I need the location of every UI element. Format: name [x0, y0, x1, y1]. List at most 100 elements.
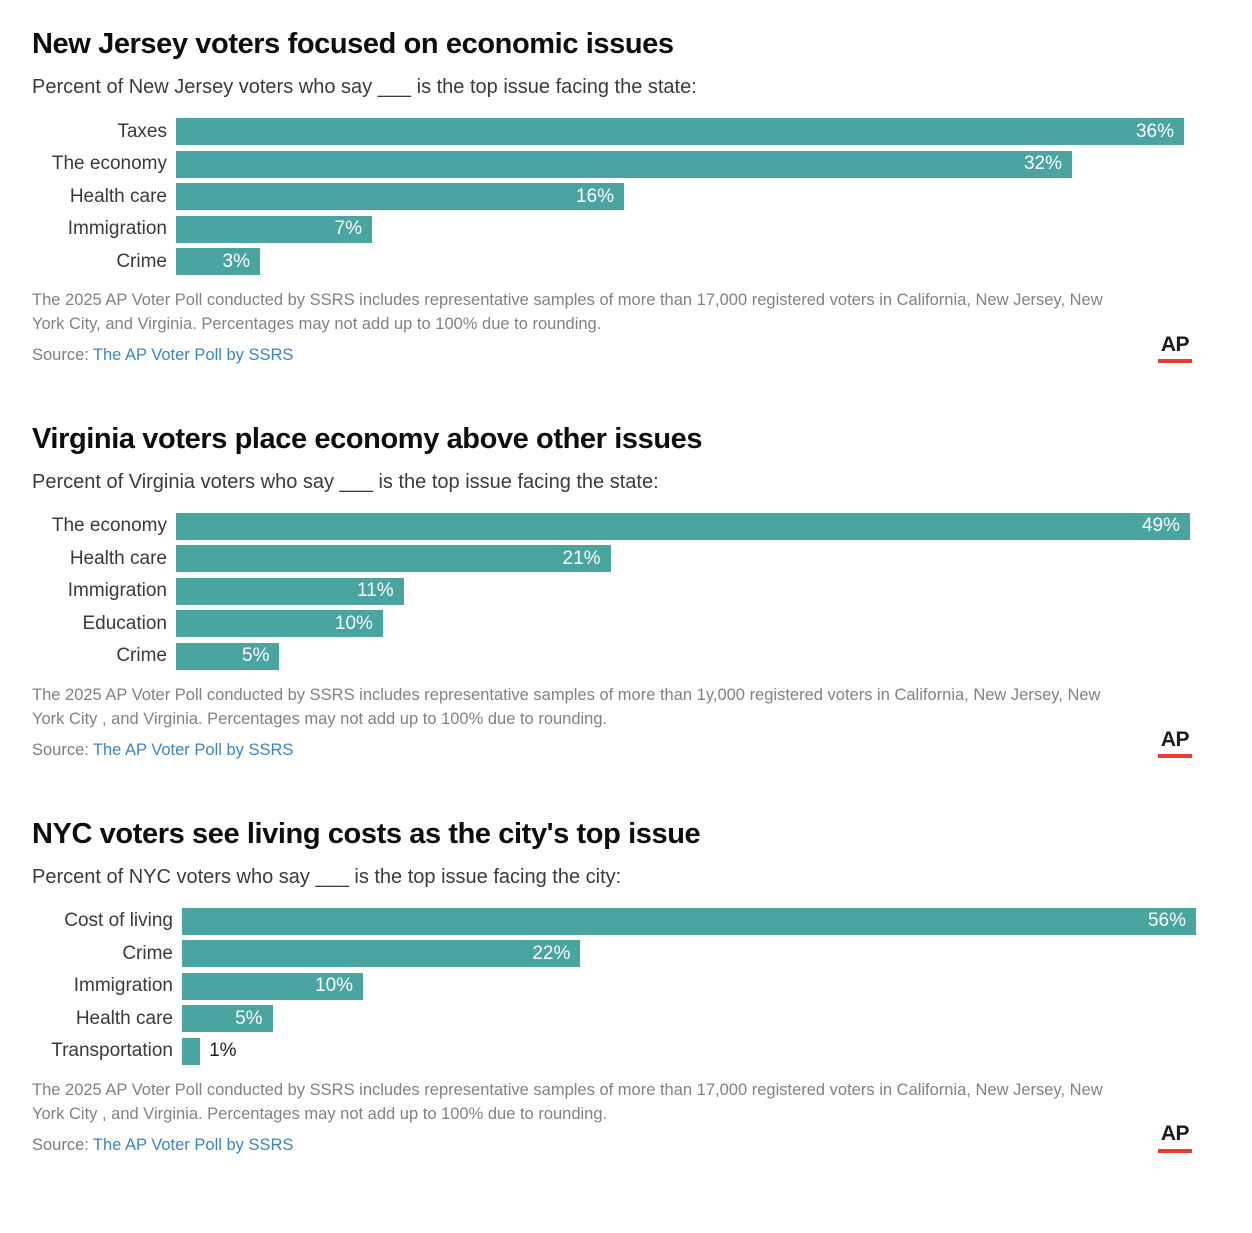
bar-value-label: 5%	[242, 645, 270, 667]
source-prefix: Source:	[32, 345, 89, 364]
bar-value-label: 5%	[235, 1007, 263, 1029]
bar-track: 10%	[182, 972, 1196, 1000]
bar-track: 36%	[176, 118, 1184, 145]
bar-track: 16%	[176, 183, 1184, 210]
bar-category-label: Immigration	[67, 580, 167, 602]
chart-title: NYC voters see living costs as the city'…	[32, 817, 701, 850]
bar-track: 11%	[176, 577, 1190, 605]
bar-value-label: 16%	[575, 185, 614, 207]
chart-subtitle: Percent of NYC voters who say ___ is the…	[32, 865, 622, 888]
bars: The economy 49% Health care 21% Immigration 1…	[32, 512, 1252, 670]
chart-title: New Jersey voters focused on economic is…	[32, 28, 674, 60]
bar-value-label: 1%	[209, 1040, 237, 1062]
bar-row: Health care 16%	[32, 183, 1252, 210]
bar-track: 5%	[176, 642, 1190, 670]
chart-subtitle: Percent of New Jersey voters who say ___…	[32, 76, 697, 98]
bar-category-label: Immigration	[67, 218, 167, 239]
bar-category-label: Crime	[122, 942, 173, 964]
bar-value-label: 10%	[334, 612, 373, 634]
bar-row: Health care 5%	[32, 1005, 1252, 1033]
bar-category-label: Health care	[69, 185, 167, 207]
bar: 10%	[182, 972, 364, 1000]
ap-logo: AP	[1157, 1123, 1192, 1153]
bar: 16%	[176, 183, 624, 210]
bar-category-label: The economy	[51, 515, 167, 537]
bar: 22%	[182, 940, 581, 968]
chart-new-jersey: New Jersey voters focused on economic is…	[0, 28, 1252, 365]
bar: 21%	[176, 545, 611, 573]
source-link[interactable]: The AP Voter Poll by SSRS	[92, 740, 294, 759]
bar-category-label: Transportation	[51, 1040, 173, 1062]
source-link[interactable]: The AP Voter Poll by SSRS	[92, 345, 294, 364]
bar-track: 7%	[176, 215, 1184, 243]
bars: Taxes 36% The economy 32% Health care 16% Immi…	[32, 118, 1252, 275]
chart-title: Virginia voters place economy above othe…	[32, 422, 703, 455]
bar-track: 22%	[182, 940, 1196, 968]
bar: 49%	[176, 512, 1190, 540]
source-row: Source: The AP Voter Poll by SSRS	[32, 1136, 1252, 1155]
bar-row: Immigration 7%	[32, 215, 1252, 243]
bar-category-label: Taxes	[117, 120, 167, 142]
bar-row: The economy 49%	[32, 512, 1252, 540]
source-link[interactable]: The AP Voter Poll by SSRS	[92, 1135, 294, 1154]
chart-nyc: NYC voters see living costs as the city'…	[0, 818, 1252, 1155]
bar-track: 49%	[176, 512, 1190, 540]
bar-track: 56%	[182, 907, 1196, 935]
bar-row: Transportation 1%	[32, 1037, 1252, 1065]
bar-category-label: Immigration	[73, 975, 173, 997]
bar-value-label: 32%	[1023, 153, 1062, 174]
bar-category-label: Health care	[69, 547, 167, 569]
bar-row: Crime 22%	[32, 940, 1252, 968]
bar-value-label: 56%	[1147, 910, 1186, 932]
ap-logo: AP	[1157, 728, 1192, 758]
chart-note: The 2025 AP Voter Poll conducted by SSRS…	[32, 291, 1103, 333]
chart-note: The 2025 AP Voter Poll conducted by SSRS…	[32, 1080, 1103, 1123]
chart-subtitle: Percent of Virginia voters who say ___ i…	[32, 470, 659, 493]
ap-logo: AP	[1157, 333, 1192, 363]
bar-category-label: Crime	[116, 645, 167, 667]
source-prefix: Source:	[32, 740, 89, 759]
bar-track: 3%	[176, 248, 1184, 275]
bar-value-label: 36%	[1135, 120, 1174, 142]
bar-category-label: Cost of living	[64, 910, 173, 932]
source-row: Source: The AP Voter Poll by SSRS	[32, 346, 1252, 365]
bar-row: Cost of living 56%	[32, 907, 1252, 935]
bar-category-label: Health care	[75, 1007, 173, 1029]
bar-track: 32%	[176, 150, 1184, 178]
chart-virginia: Virginia voters place economy above othe…	[0, 423, 1252, 760]
bar: 32%	[176, 150, 1072, 178]
bar: 3%	[176, 248, 260, 275]
bar-row: Crime 5%	[32, 642, 1252, 670]
bar-value-label: 10%	[315, 975, 354, 997]
bar-category-label: Education	[82, 612, 167, 634]
bar-category-label: The economy	[51, 153, 167, 174]
bar-value-label: 11%	[357, 580, 394, 602]
bar: 11%	[176, 577, 404, 605]
bars: Cost of living 56% Crime 22% Immigration 10% H…	[32, 907, 1252, 1065]
bar-value-label: 49%	[1141, 515, 1180, 537]
bar: 36%	[176, 118, 1184, 145]
chart-note: The 2025 AP Voter Poll conducted by SSRS…	[32, 685, 1101, 728]
bar-row: Education 10%	[32, 610, 1252, 638]
source-prefix: Source:	[32, 1135, 89, 1154]
source-row: Source: The AP Voter Poll by SSRS	[32, 741, 1252, 760]
bar-track: 21%	[176, 545, 1190, 573]
bar: 5%	[182, 1005, 273, 1033]
bar: 10%	[176, 610, 383, 638]
bar-row: Taxes 36%	[32, 118, 1252, 145]
bar	[182, 1037, 201, 1065]
bar-track: 10%	[176, 610, 1190, 638]
bar-row: Health care 21%	[32, 545, 1252, 573]
bar-value-label: 21%	[562, 547, 601, 569]
bar-row: The economy 32%	[32, 150, 1252, 178]
bar-category-label: Crime	[116, 250, 167, 272]
bar-value-label: 7%	[334, 218, 362, 239]
bar: 5%	[176, 642, 280, 670]
bar-row: Crime 3%	[32, 248, 1252, 275]
bar-track: 1%	[182, 1037, 1196, 1065]
bar-value-label: 22%	[532, 942, 571, 964]
bar-value-label: 3%	[222, 250, 250, 272]
bar: 56%	[182, 907, 1196, 935]
bar-row: Immigration 11%	[32, 577, 1252, 605]
